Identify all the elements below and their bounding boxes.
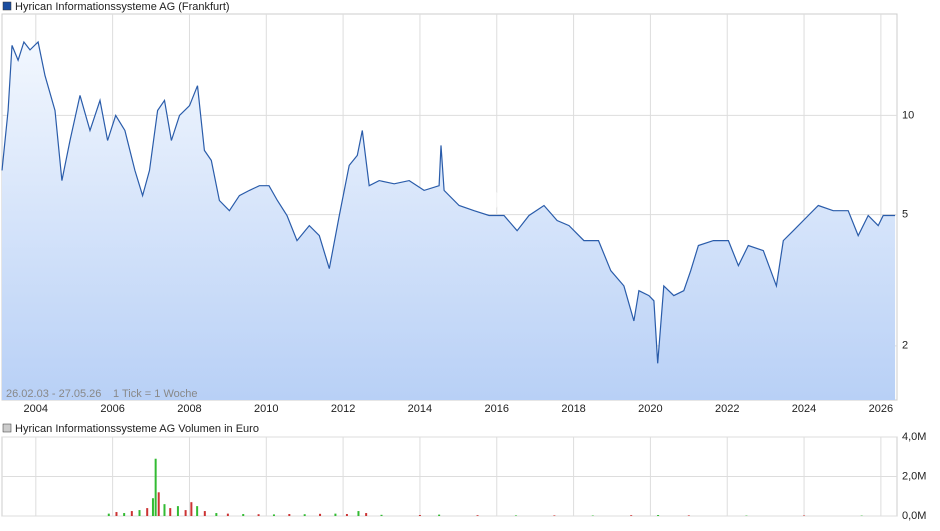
- volume-bar: [155, 459, 157, 516]
- volume-bar: [123, 513, 125, 516]
- chart-title: Hyrican Informationssysteme AG Volumen i…: [15, 423, 259, 435]
- volume-bar: [515, 515, 517, 516]
- y-tick-label: 5: [902, 209, 908, 221]
- volume-bar: [108, 514, 110, 516]
- x-tick-label: 2006: [100, 403, 124, 415]
- volume-bar: [190, 502, 192, 516]
- volume-bar: [258, 514, 260, 516]
- volume-bar: [169, 508, 171, 516]
- volume-bar: [657, 515, 659, 516]
- volume-bar: [381, 515, 383, 516]
- volume-bar: [242, 514, 244, 516]
- volume-bar: [163, 504, 165, 516]
- period-note: 26.02.03 - 27.05.26: [6, 388, 101, 400]
- x-tick-label: 2004: [24, 403, 48, 415]
- x-tick-label: 2024: [792, 403, 816, 415]
- y-tick-label: 2,0M: [902, 470, 926, 482]
- volume-bar: [177, 506, 179, 516]
- volume-bar: [146, 508, 148, 516]
- volume-bar: [334, 514, 336, 516]
- tick-note: 1 Tick = 1 Woche: [113, 388, 197, 400]
- volume-bar: [115, 512, 117, 516]
- x-tick-label: 2022: [715, 403, 739, 415]
- volume-bar: [365, 513, 367, 516]
- volume-bar: [288, 514, 290, 516]
- x-tick-label: 2012: [331, 403, 355, 415]
- volume-bar: [304, 514, 306, 516]
- volume-bar: [630, 515, 632, 516]
- volume-bar: [215, 513, 217, 516]
- x-tick-label: 2014: [408, 403, 432, 415]
- volume-bar: [438, 515, 440, 516]
- volume-bar: [152, 498, 154, 516]
- volume-bar: [196, 506, 198, 516]
- x-tick-label: 2010: [254, 403, 278, 415]
- legend-swatch: [3, 2, 11, 10]
- volume-bar: [273, 514, 275, 516]
- volume-bar: [131, 511, 133, 516]
- volume-bar: [319, 514, 321, 516]
- y-tick-label: 4,0M: [902, 431, 926, 443]
- y-tick-label: 10: [902, 109, 914, 121]
- x-tick-label: 2018: [561, 403, 585, 415]
- volume-bar: [227, 514, 229, 516]
- volume-bar: [185, 510, 187, 516]
- chart-title: Hyrican Informationssysteme AG (Frankfur…: [15, 1, 230, 13]
- legend-swatch: [3, 424, 11, 432]
- x-tick-label: 2020: [638, 403, 662, 415]
- volume-bar: [419, 515, 421, 516]
- volume-bar: [553, 515, 555, 516]
- volume-bar: [357, 511, 359, 516]
- volume-bar: [139, 510, 141, 516]
- x-tick-label: 2026: [869, 403, 893, 415]
- y-tick-label: 0,0M: [902, 510, 926, 522]
- volume-bar: [204, 511, 206, 516]
- x-tick-label: 2008: [177, 403, 201, 415]
- volume-bar: [346, 514, 348, 516]
- volume-bar: [477, 515, 479, 516]
- volume-bar: [688, 515, 690, 516]
- volume-bar: [158, 492, 160, 516]
- x-tick-label: 2016: [485, 403, 509, 415]
- y-tick-label: 2: [902, 340, 908, 352]
